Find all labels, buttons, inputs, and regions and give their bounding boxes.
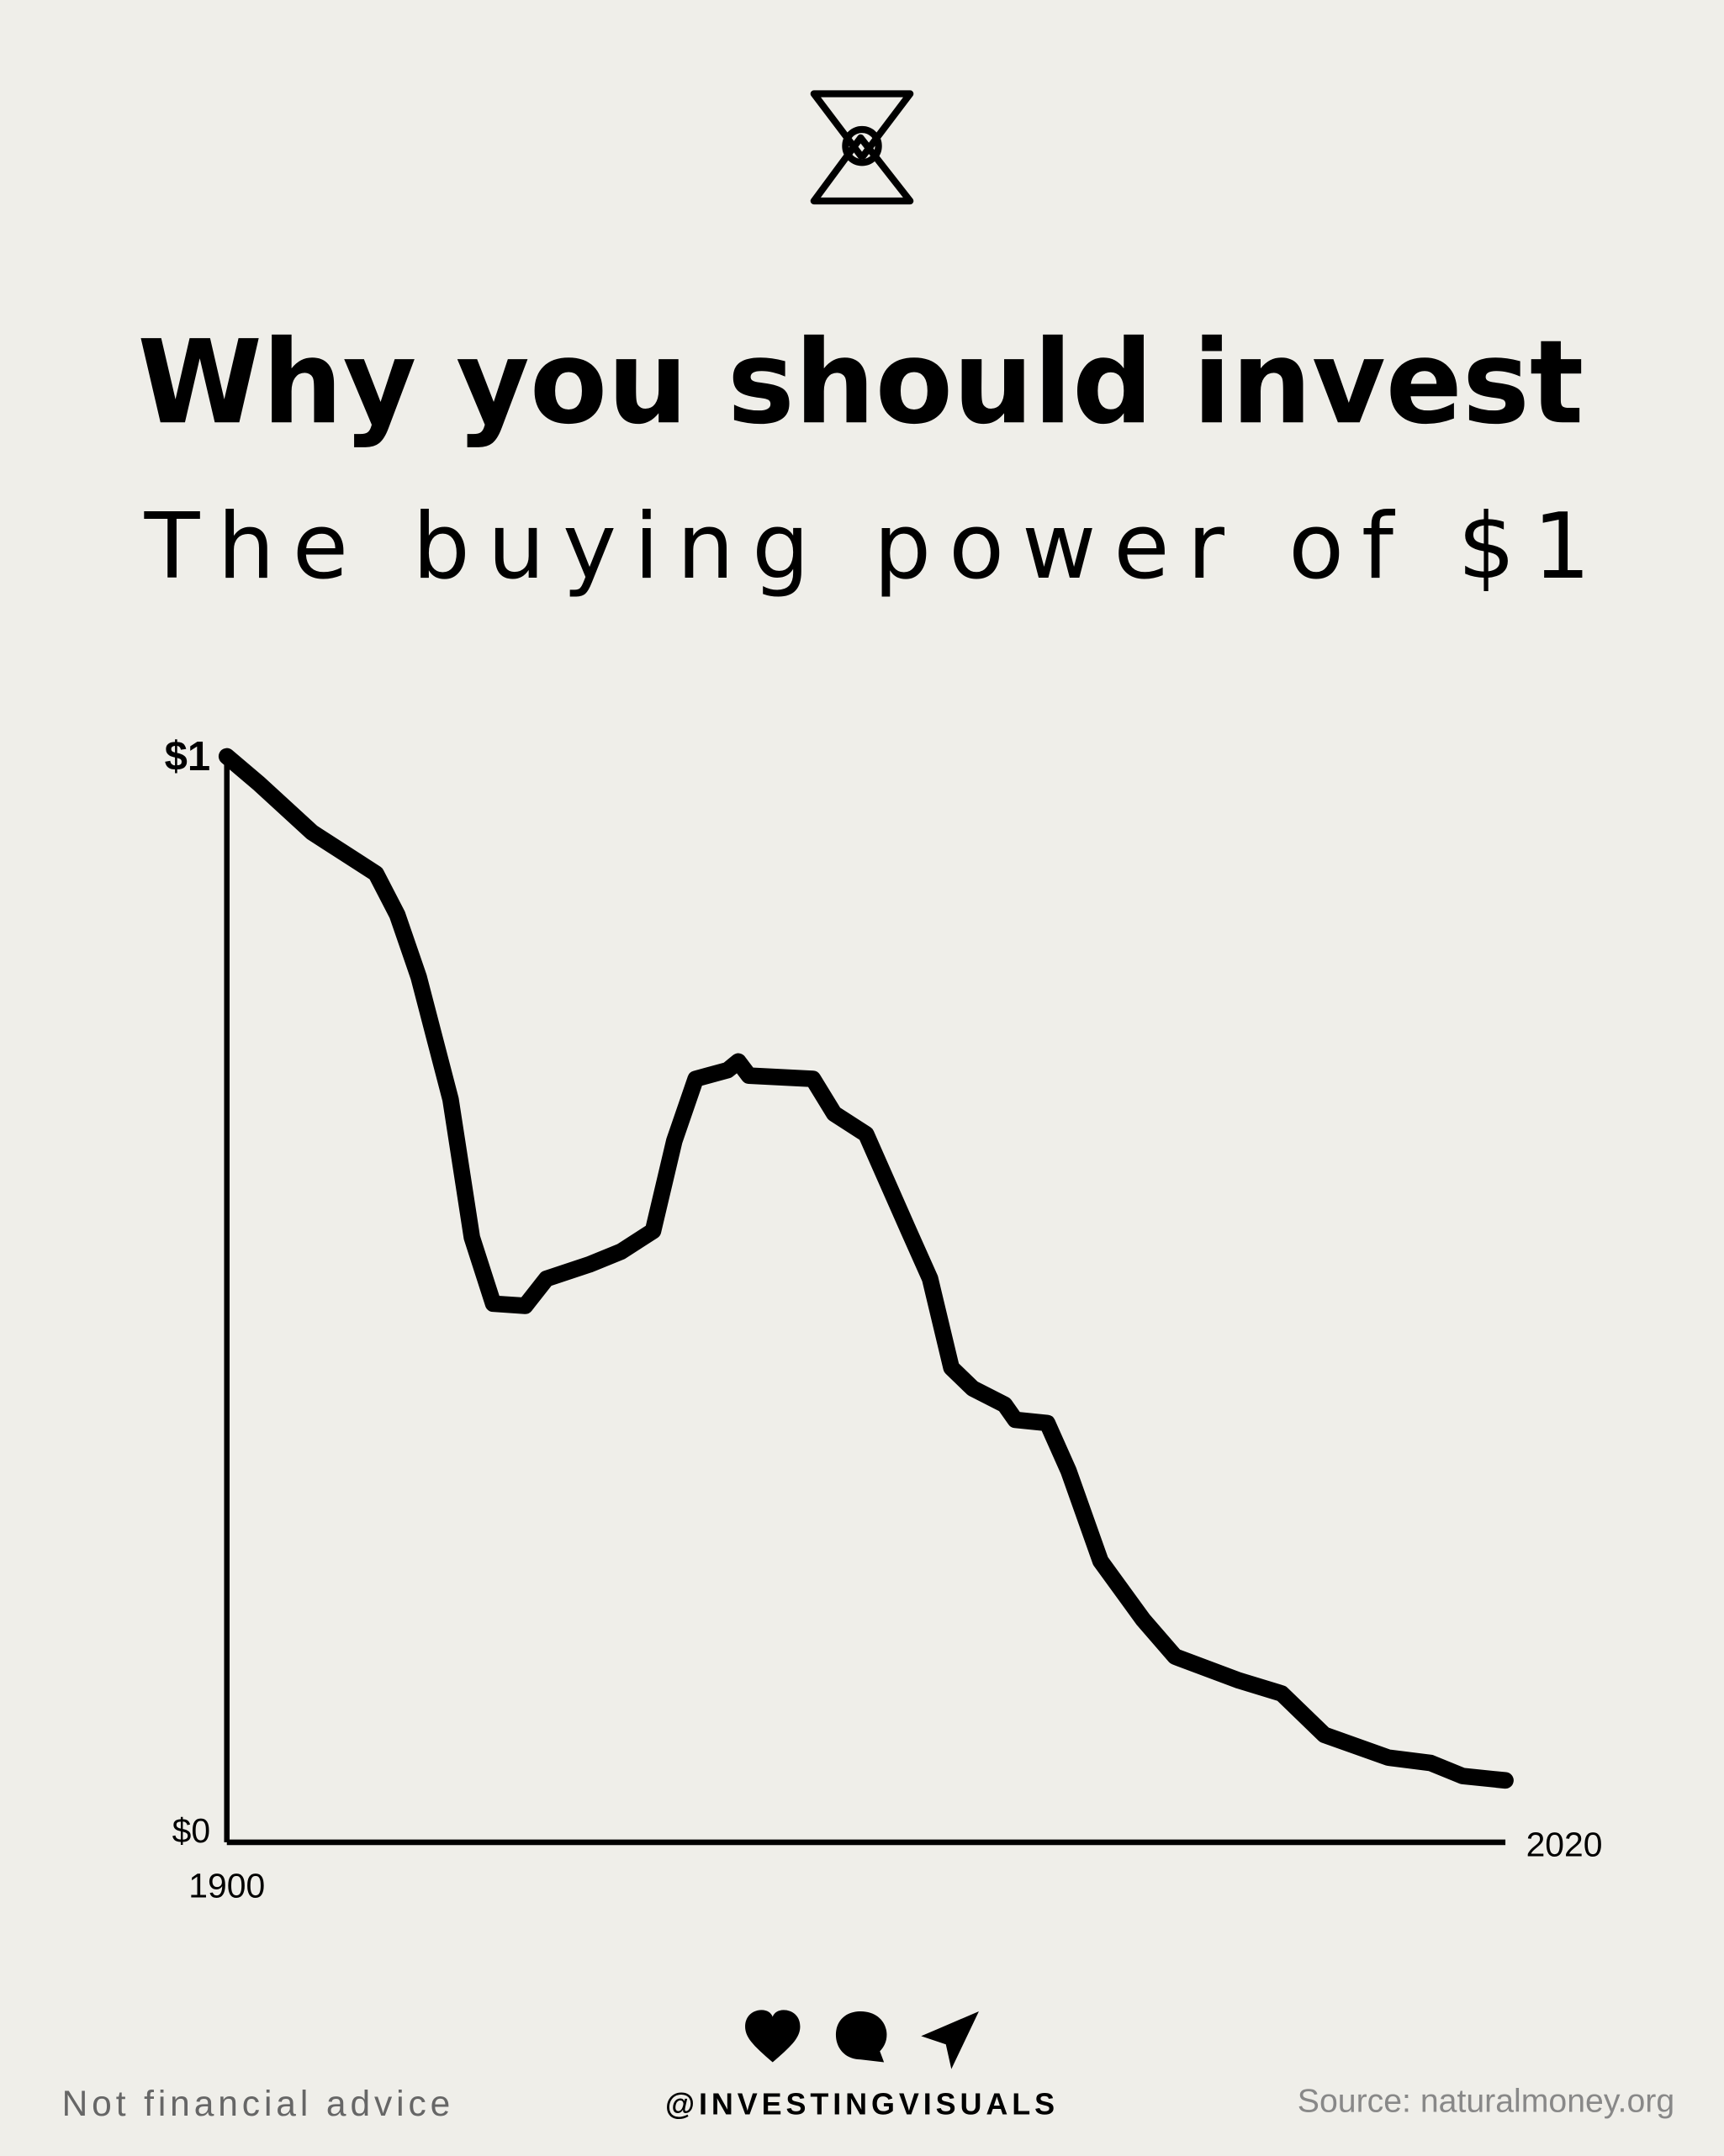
- y-tick-label: $1: [165, 734, 211, 779]
- data-line: [218, 748, 1514, 1789]
- disclaimer: Not financial advice: [62, 2085, 455, 2124]
- logo-circle: [842, 125, 882, 166]
- chart-title: Why you should invest: [137, 316, 1584, 450]
- logo-bottom: [810, 134, 914, 205]
- logo: [810, 90, 914, 205]
- logo-top: [810, 90, 914, 160]
- handle: @INVESTINGVISUALS: [665, 2087, 1059, 2122]
- source: Source: naturalmoney.org: [1298, 2082, 1674, 2119]
- y-tick-label: $0: [172, 1811, 210, 1850]
- share-icon: [921, 2011, 979, 2069]
- x-tick-label: 2020: [1526, 1825, 1603, 1863]
- comment-icon: [835, 2011, 887, 2063]
- social-icons: [745, 2010, 979, 2069]
- like-icon: [745, 2010, 801, 2063]
- x-tick-label: 1900: [188, 1866, 265, 1905]
